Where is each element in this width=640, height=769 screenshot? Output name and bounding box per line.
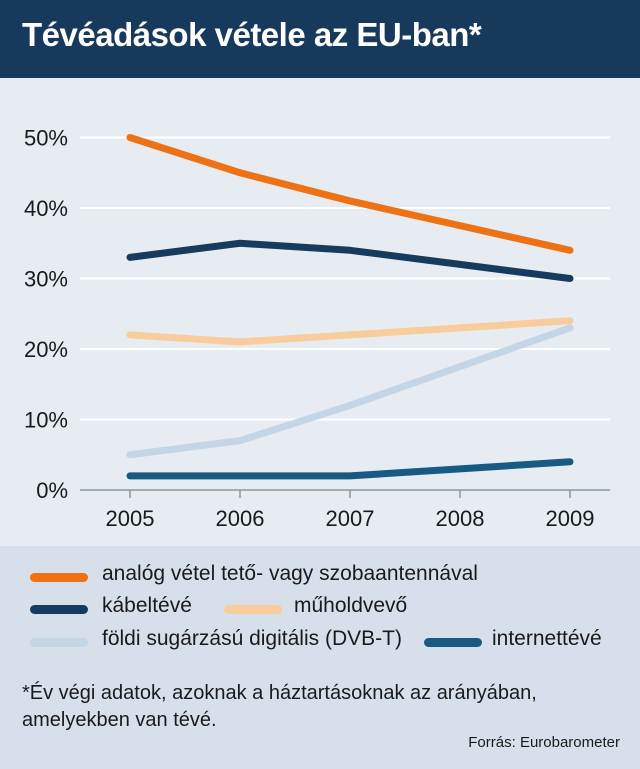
x-tick-label: 2007 [326,506,375,531]
legend-label-analog: analóg vétel tető- vagy szobaantennával [102,562,478,585]
header-bar: Tévéadások vétele az EU-ban* [0,0,640,78]
legend-label-dvbt: földi sugárzású digitális (DVB-T) [102,627,402,650]
legend-swatch-analog [30,573,88,582]
x-tick-label: 2008 [436,506,485,531]
legend-swatch-cable [30,605,88,614]
x-tick-label: 2009 [546,506,595,531]
y-tick-label: 0% [36,478,68,503]
y-tick-label: 30% [24,267,68,292]
legend-swatch-satellite [224,605,282,614]
legend: analóg vétel tető- vagy szobaantennával … [0,546,640,769]
footnote-line-1: *Év végi adatok, azoknak a háztartásokna… [22,682,537,704]
y-tick-label: 50% [24,126,68,151]
footnote: *Év végi adatok, azoknak a háztartásokna… [22,680,537,734]
footnote-line-2: amelyekben van tévé. [22,709,217,731]
chart-title: Tévéadások vétele az EU-ban* [22,16,482,53]
legend-label-satellite: műholdvevő [294,594,408,617]
y-tick-label: 10% [24,408,68,433]
legend-swatch-internet [424,638,482,647]
x-tick-label: 2006 [216,506,265,531]
series-line-0 [126,134,574,254]
y-tick-label: 40% [24,196,68,221]
legend-label-cable: kábeltévé [102,594,192,617]
y-tick-label: 20% [24,337,68,362]
series-line-1 [126,239,574,282]
series-line-4 [126,458,574,480]
line-chart: 0% 10% 20% 30% 40% 50% 2005 2006 2007 2008 2009 [24,126,610,531]
legend-label-internet: internettévé [492,627,602,650]
source-credit: Forrás: Eurobarometer [468,734,620,751]
series-line-2 [126,317,574,346]
series-line-3 [126,324,574,459]
legend-swatch-dvbt [30,638,88,647]
x-tick-label: 2005 [106,506,155,531]
